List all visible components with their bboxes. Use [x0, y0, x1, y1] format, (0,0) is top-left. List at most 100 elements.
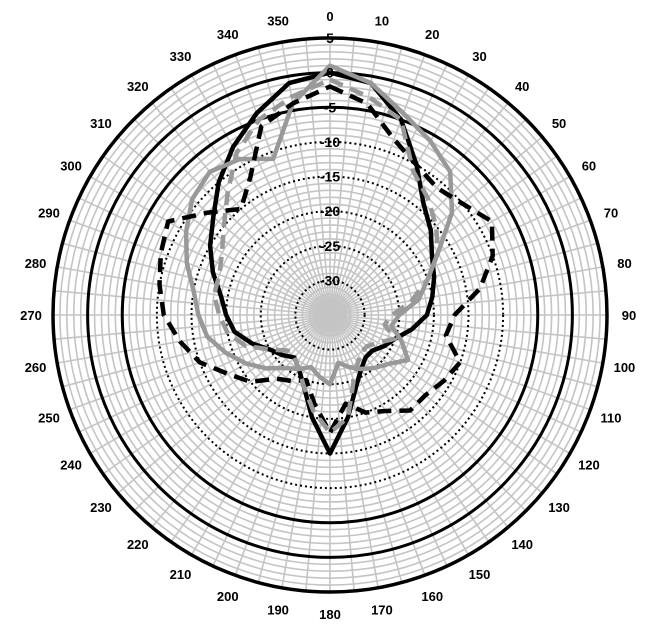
angle-tick-label: 0: [326, 9, 333, 24]
spoke-line: [53, 314, 331, 340]
radial-tick-label: 0: [326, 65, 334, 81]
minor-ring: [308, 293, 352, 337]
radial-tick-label: -15: [320, 169, 340, 185]
radial-tick-label: -30: [320, 272, 340, 288]
outer-rim-circle: [51, 36, 609, 594]
spoke-line: [62, 314, 331, 388]
minor-ring: [72, 57, 588, 573]
spoke-line: [257, 314, 331, 583]
angle-tick-label: 130: [548, 500, 570, 515]
angle-tick-label: 40: [515, 79, 529, 94]
minor-ring: [176, 161, 484, 469]
spoke-line: [170, 314, 331, 543]
series-1-line: [207, 70, 437, 456]
angle-tick-labels: 0 102030405060708090100110120130140150160…: [20, 9, 636, 622]
angle-tick-label: 60: [582, 159, 596, 174]
angle-tick-label: 80: [617, 256, 631, 271]
concentric-gridlines: [59, 44, 601, 586]
spoke-line: [329, 314, 558, 475]
radial-tick-labels: 5 0 -5 -10 -15 -20 -25 -30: [320, 30, 340, 288]
radial-tick-label: -20: [320, 203, 340, 219]
angle-tick-label: 110: [600, 410, 621, 425]
spoke-line: [305, 314, 331, 592]
minor-ring: [322, 307, 338, 323]
major-ring: [190, 175, 470, 455]
angle-tick-label: 220: [127, 537, 149, 552]
minor-ring: [280, 265, 380, 365]
series-3-line: [157, 84, 495, 435]
angle-tick-label: 280: [25, 256, 47, 271]
spoke-line: [117, 314, 331, 494]
angle-tick-label: 230: [90, 500, 112, 515]
angle-tick-label: 290: [38, 206, 60, 221]
spoke-line: [89, 314, 331, 455]
spoke-line: [212, 314, 331, 567]
angle-tick-label: 240: [60, 458, 82, 473]
minor-ring: [287, 272, 373, 358]
outer-rim: [51, 36, 609, 594]
minor-ring: [169, 154, 491, 476]
spoke-line: [329, 63, 448, 316]
spoke-line: [329, 314, 490, 543]
angle-tick-label: 270: [20, 308, 42, 323]
series-4-line: [211, 77, 441, 435]
spoke-line: [151, 314, 331, 528]
spoke-line: [53, 290, 331, 316]
angle-tick-label: 90: [622, 308, 636, 323]
angle-tick-label: 190: [267, 602, 289, 617]
spoke-line: [329, 314, 470, 556]
minor-ring: [246, 231, 414, 399]
major-ring: [294, 279, 366, 351]
minor-ring: [266, 251, 394, 379]
data-series: [157, 63, 495, 456]
angle-tick-label: 180: [319, 607, 341, 622]
spoke-line: [329, 314, 591, 411]
minor-ring: [142, 127, 518, 503]
minor-ring: [301, 286, 359, 344]
angle-tick-label: 350: [267, 14, 289, 29]
spoke-line: [329, 47, 403, 316]
minor-ring: [183, 168, 477, 462]
angle-tick-label: 170: [371, 602, 393, 617]
spoke-line: [329, 314, 607, 340]
angle-tick-label: 100: [614, 360, 636, 375]
spoke-line: [329, 38, 355, 316]
spoke-line: [329, 242, 598, 316]
spoke-line: [329, 102, 509, 316]
angle-tick-label: 300: [60, 159, 82, 174]
spoke-line: [69, 219, 331, 316]
spoke-line: [329, 74, 470, 316]
angle-tick-label: 340: [217, 27, 239, 42]
angle-tick-label: 20: [425, 27, 439, 42]
angle-tick-label: 10: [375, 14, 389, 29]
major-ring: [155, 140, 505, 490]
angle-tick-label: 140: [511, 537, 533, 552]
minor-ring: [239, 224, 421, 406]
minor-ring: [59, 44, 601, 586]
angle-tick-label: 310: [90, 116, 112, 131]
spoke-line: [329, 314, 603, 364]
minor-ring: [114, 99, 546, 531]
spoke-line: [170, 87, 331, 316]
angle-tick-label: 70: [604, 206, 618, 221]
radial-tick-label: 5: [326, 30, 334, 46]
angle-tick-label: 260: [25, 360, 47, 375]
angle-tick-label: 50: [552, 116, 566, 131]
radial-tick-label: -10: [320, 134, 340, 150]
minor-ring: [93, 78, 567, 552]
spoke-line: [190, 314, 331, 556]
spoke-line: [329, 314, 448, 567]
angle-tick-label: 250: [38, 410, 60, 425]
spoke-line: [78, 314, 331, 433]
angle-tick-label: 150: [469, 567, 491, 582]
minor-ring: [218, 203, 442, 427]
spoke-line: [190, 74, 331, 316]
major-ring: [120, 105, 540, 525]
spoke-line: [329, 314, 379, 588]
angle-tick-label: 330: [170, 49, 192, 64]
minor-ring: [315, 300, 345, 330]
minor-ring: [107, 92, 553, 538]
minor-ring: [149, 134, 511, 496]
angle-tick-label: 30: [472, 49, 486, 64]
